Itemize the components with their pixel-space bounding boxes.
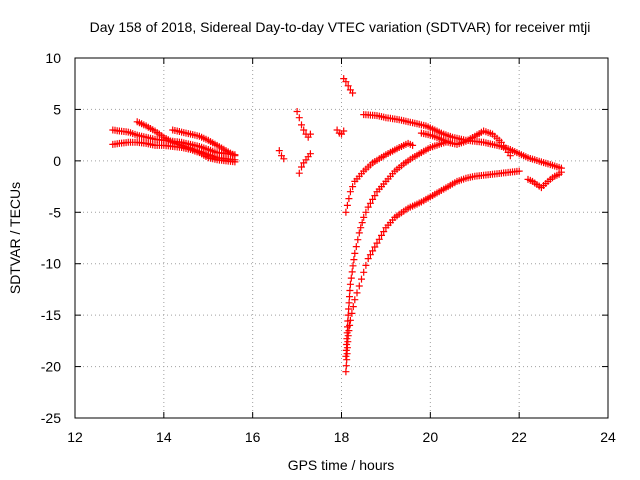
series-track-i [342, 167, 523, 376]
y-tick-label: -15 [41, 307, 61, 323]
series-track-c [133, 118, 239, 164]
y-tick-label: -25 [41, 410, 61, 426]
series-track-e [360, 111, 565, 172]
data-point-markers [293, 108, 314, 141]
y-tick-label: 10 [45, 50, 61, 66]
data-point-markers [133, 118, 239, 164]
tick-labels: 12 14 16 18 20 22 24 10 5 0 -5 -10 -15 -20 -25 [41, 50, 616, 445]
data-point-markers [275, 147, 288, 163]
series-short-2 [293, 108, 314, 141]
series-short-4 [333, 126, 348, 138]
data-point-markers [360, 111, 565, 172]
data-point-markers [169, 126, 239, 160]
data-point-markers [333, 126, 348, 138]
series-track-d [169, 126, 239, 160]
series-track-g [342, 139, 417, 216]
y-tick-label: -20 [41, 359, 61, 375]
x-tick-label: 12 [67, 429, 83, 445]
data-point-markers [417, 127, 514, 160]
y-tick-label: 5 [53, 101, 61, 117]
data-point-markers [340, 75, 357, 97]
x-tick-label: 24 [600, 429, 616, 445]
chart-title: Day 158 of 2018, Sidereal Day-to-day VTE… [90, 19, 591, 35]
series-track-h [342, 137, 452, 360]
y-tick-label: 0 [53, 153, 61, 169]
series-track-f [417, 127, 514, 160]
x-axis-label: GPS time / hours [288, 457, 395, 473]
data-point-markers [295, 150, 314, 177]
data-point-markers [524, 168, 565, 192]
x-tick-label: 22 [511, 429, 527, 445]
series-short-5 [340, 75, 357, 97]
series-short-3 [295, 150, 314, 177]
grid [75, 58, 608, 418]
x-tick-label: 18 [334, 429, 350, 445]
series-short-1 [275, 147, 288, 163]
x-tick-label: 16 [245, 429, 261, 445]
series-track-j [524, 168, 565, 192]
data-points [109, 75, 565, 376]
data-point-markers [342, 139, 417, 216]
x-tick-label: 20 [423, 429, 439, 445]
plot-frame [74, 57, 609, 419]
data-point-markers [342, 137, 452, 360]
data-point-markers [342, 167, 523, 376]
y-tick-label: -5 [49, 204, 62, 220]
y-axis-label: SDTVAR / TECUs [7, 182, 23, 294]
y-tick-label: -10 [41, 256, 61, 272]
x-tick-label: 14 [156, 429, 172, 445]
